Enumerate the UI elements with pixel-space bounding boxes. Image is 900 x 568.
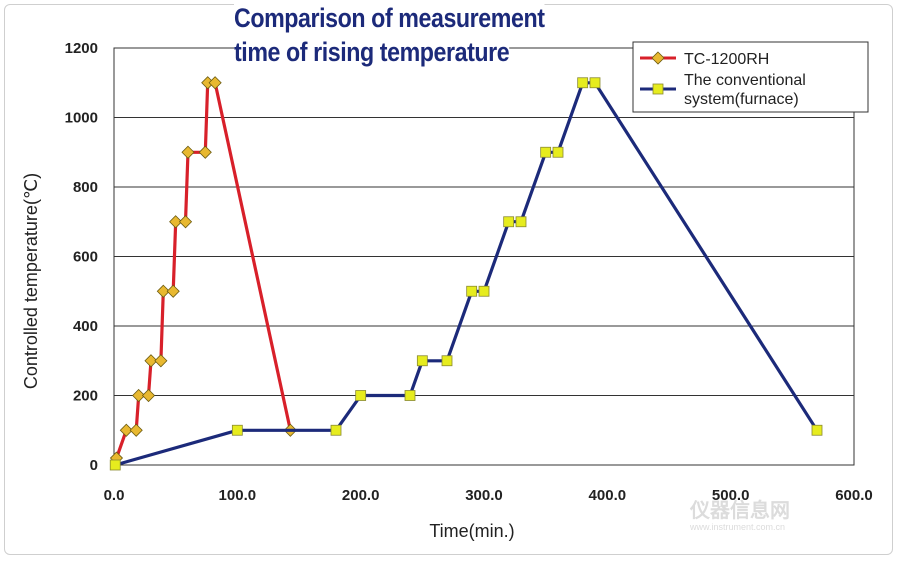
data-point <box>811 424 823 436</box>
series-line <box>114 81 819 467</box>
y-tick-label: 400 <box>73 318 98 335</box>
data-point <box>404 390 416 401</box>
legend-label-conventional-line1: The conventional <box>684 72 806 89</box>
y-tick-label: 1200 <box>65 40 98 57</box>
data-point <box>141 388 156 403</box>
data-point <box>466 285 478 297</box>
watermark: 仪器信息网 www.instrument.com.cn <box>689 498 790 532</box>
y-tick-label: 600 <box>73 249 98 266</box>
data-point <box>208 76 222 90</box>
data-point <box>166 284 180 298</box>
data-point <box>156 284 170 298</box>
data-point <box>129 423 143 437</box>
x-tick-label: 600.0 <box>835 487 873 504</box>
legend-marker-tc <box>651 51 665 65</box>
legend-box <box>632 41 869 113</box>
x-axis-label: Time(min.) <box>429 521 514 541</box>
data-point <box>109 459 121 471</box>
y-axis-label: Controlled temperature(℃) <box>21 173 41 389</box>
watermark-url: www.instrument.com.cn <box>689 522 785 532</box>
legend-marker-conventional <box>652 83 664 95</box>
x-tick-label: 500.0 <box>712 487 750 504</box>
x-tick-label: 0.0 <box>104 487 125 504</box>
legend-label-tc: TC-1200RH <box>684 51 769 68</box>
y-tick-label: 800 <box>73 179 98 196</box>
data-point <box>119 423 133 437</box>
data-point <box>154 354 168 368</box>
data-point <box>169 215 183 229</box>
x-tick-label: 400.0 <box>589 487 627 504</box>
data-point <box>503 216 515 228</box>
legend-label-conventional: The conventional system(furnace) <box>684 72 810 108</box>
data-point <box>181 145 195 159</box>
data-point <box>540 146 552 158</box>
y-tick-label: 200 <box>73 388 98 405</box>
series-conventional <box>109 77 823 471</box>
data-point <box>144 354 158 368</box>
data-point <box>198 145 212 159</box>
data-point <box>577 77 589 89</box>
legend: TC-1200RH The conventional system(furnac… <box>632 41 869 113</box>
watermark-text: 仪器信息网 <box>689 498 790 522</box>
data-point <box>589 77 601 89</box>
data-point <box>355 390 367 401</box>
legend-label-conventional-line2: system(furnace) <box>684 91 799 108</box>
y-tick-label: 1000 <box>65 110 98 127</box>
chart-title-line-1: Comparison of measurement <box>234 2 545 34</box>
x-tick-label: 300.0 <box>465 487 503 504</box>
data-point <box>478 285 490 297</box>
data-point <box>441 355 453 367</box>
chart-title-line-2: time of rising temperature <box>234 36 510 68</box>
data-point <box>515 216 527 228</box>
data-point <box>178 215 193 229</box>
data-point <box>552 146 564 158</box>
data-point <box>132 388 146 403</box>
y-tick-label: 0 <box>90 457 98 474</box>
data-point <box>416 355 428 367</box>
data-point <box>231 424 243 436</box>
x-tick-label: 200.0 <box>342 487 380 504</box>
series-tc-1200rh <box>109 76 297 465</box>
x-tick-label: 100.0 <box>219 487 257 504</box>
data-point <box>330 424 342 436</box>
